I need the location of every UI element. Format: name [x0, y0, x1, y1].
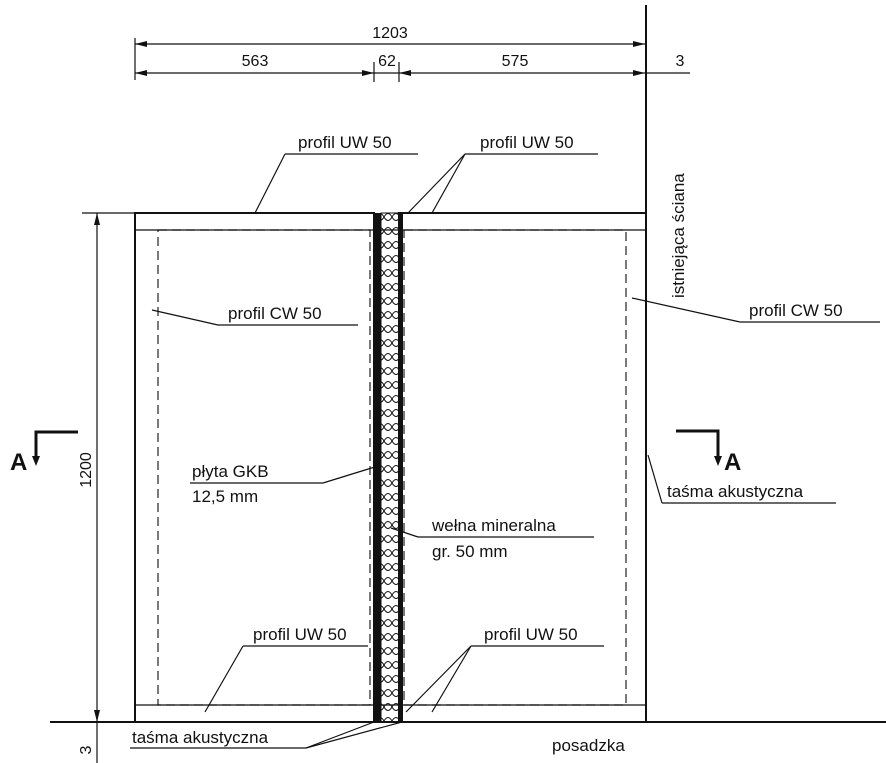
svg-text:profil CW 50: profil CW 50: [749, 301, 843, 320]
svg-text:płyta GKB: płyta GKB: [192, 462, 269, 481]
svg-text:12,5 mm: 12,5 mm: [192, 487, 258, 506]
label-acoustic-tape-right: taśma akustyczna: [648, 455, 836, 503]
svg-text:profil UW 50: profil UW 50: [298, 133, 392, 152]
label-bottom-uw-left: profil UW 50: [205, 625, 368, 712]
dimension-bottom-gap: 3: [78, 745, 95, 754]
label-top-uw-right: profil UW 50: [408, 133, 598, 213]
section-marker-right: A: [676, 431, 741, 476]
svg-text:istniejąca ściana: istniejąca ściana: [669, 173, 688, 298]
dimension-height: 1200 3: [78, 213, 135, 763]
dimension-left-span: 563: [242, 53, 269, 70]
dimension-overall-label: 1203: [372, 25, 408, 42]
label-mineral-wool: wełna mineralna gr. 50 mm: [391, 516, 594, 561]
dimension-gap: 3: [676, 53, 685, 70]
svg-text:posadzka: posadzka: [552, 736, 625, 755]
svg-text:taśma akustyczna: taśma akustyczna: [667, 482, 804, 501]
svg-text:gr. 50 mm: gr. 50 mm: [432, 542, 508, 561]
svg-text:profil UW 50: profil UW 50: [480, 133, 574, 152]
mineral-wool-core: [381, 213, 399, 722]
svg-text:A: A: [724, 449, 741, 476]
label-gypsum-board: płyta GKB 12,5 mm: [190, 462, 378, 506]
label-existing-wall: istniejąca ściana: [669, 173, 688, 298]
svg-text:A: A: [10, 449, 27, 476]
dimension-height-label: 1200: [78, 452, 95, 488]
label-floor: posadzka: [552, 736, 625, 755]
label-cw-left: profil CW 50: [152, 304, 358, 325]
svg-text:wełna mineralna: wełna mineralna: [431, 516, 556, 535]
dimension-right-span: 575: [502, 53, 529, 70]
gypsum-board-right: [399, 213, 403, 722]
section-marker-left: A: [10, 432, 78, 476]
dimension-segments: 563 62 575 3: [135, 53, 690, 82]
dimension-middle-span: 62: [378, 53, 396, 70]
svg-text:profil UW 50: profil UW 50: [484, 625, 578, 644]
label-cw-right: profil CW 50: [632, 298, 880, 322]
svg-text:taśma akustyczna: taśma akustyczna: [132, 728, 269, 747]
label-acoustic-tape-bottom: taśma akustyczna: [130, 722, 402, 748]
svg-text:profil UW 50: profil UW 50: [253, 625, 347, 644]
label-top-uw-left: profil UW 50: [255, 133, 418, 213]
label-bottom-uw-right: profil UW 50: [406, 625, 604, 712]
svg-text:profil CW 50: profil CW 50: [228, 304, 322, 323]
